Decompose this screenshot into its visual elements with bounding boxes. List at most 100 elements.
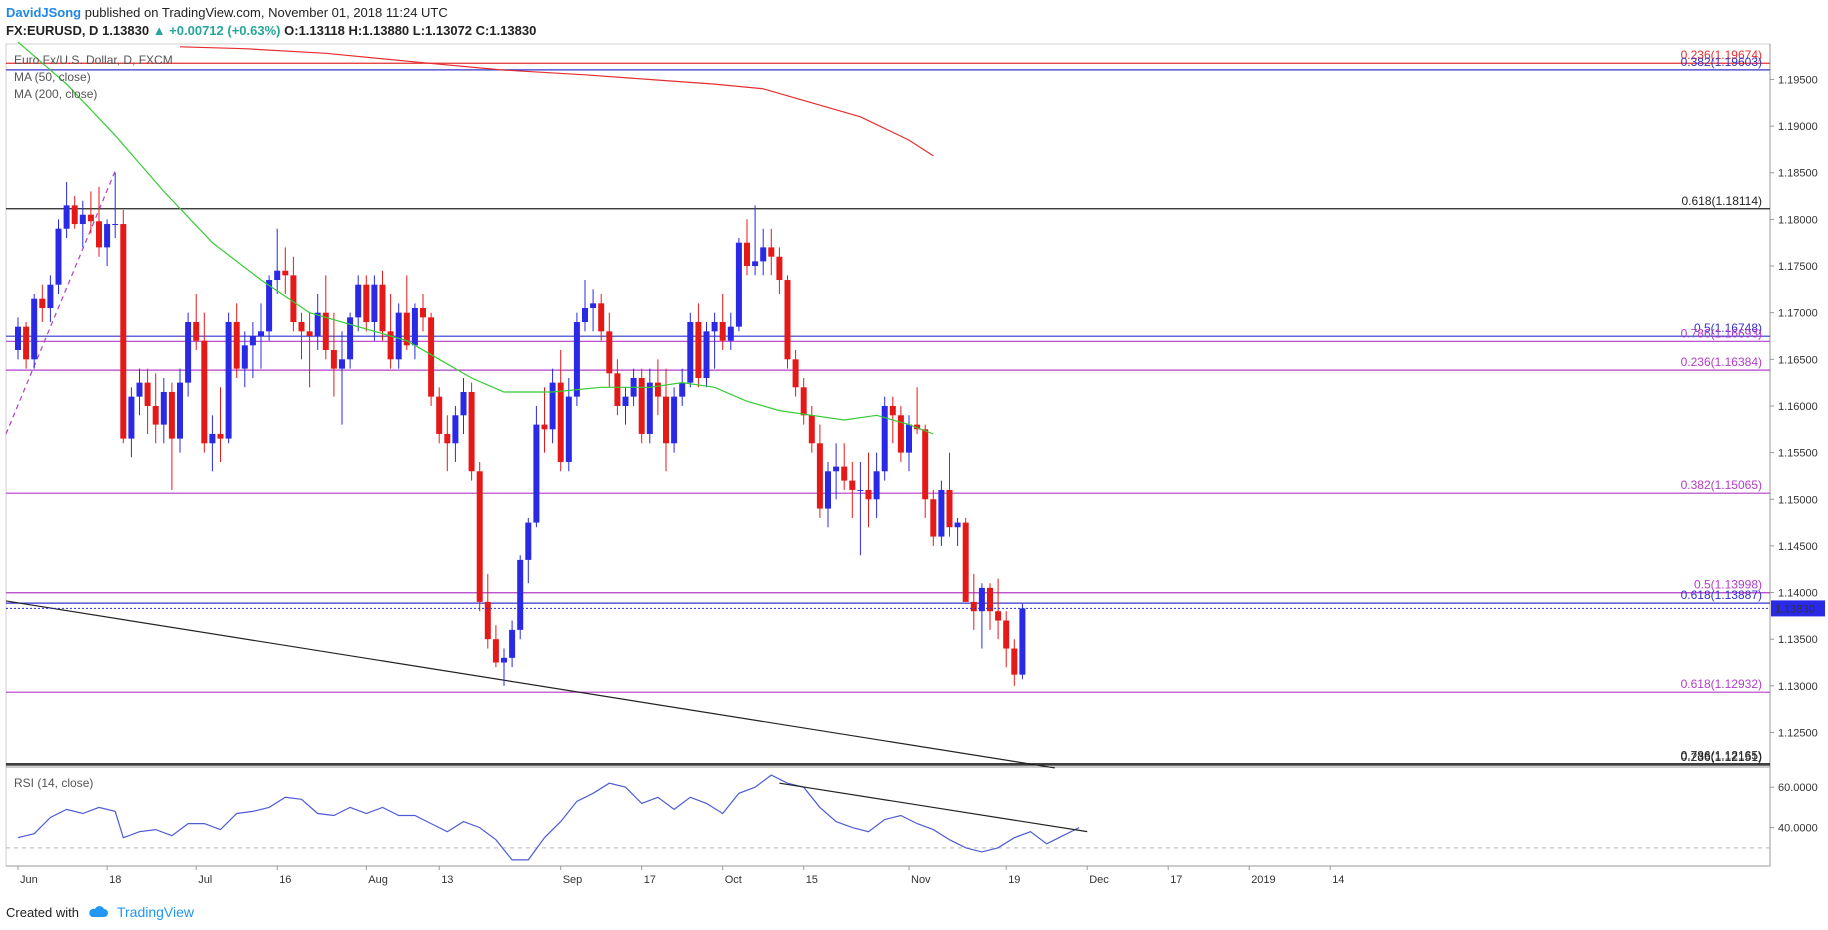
candle-body: [533, 424, 540, 523]
candle-body: [1011, 648, 1018, 675]
symbol-label: FX:EURUSD, D: [6, 23, 99, 38]
time-tick-label: 17: [644, 874, 656, 886]
candle-body: [752, 261, 759, 267]
current-price-box: [1771, 600, 1825, 617]
time-tick-label: Sep: [563, 874, 583, 886]
fib-label: 0.5(1.13998): [1694, 578, 1762, 592]
current-price-tag: 1.13830: [6, 600, 1825, 617]
price-tick-label: 1.16000: [1778, 401, 1818, 413]
candle-body: [906, 424, 912, 453]
candle-body: [622, 396, 629, 406]
candle-body: [663, 396, 669, 444]
fib-label: 0.236(1.12151): [1681, 750, 1762, 764]
candle-body: [509, 629, 516, 658]
candle-body: [914, 424, 921, 430]
price-tick-label: 1.14500: [1778, 541, 1818, 553]
candle-body: [47, 284, 54, 309]
candle-body: [646, 382, 653, 434]
legend-ma200: MA (200, close): [14, 87, 97, 101]
legend-rsi: RSI (14, close): [14, 776, 93, 790]
legend-ma50: MA (50, close): [14, 70, 91, 84]
candle-body: [177, 382, 183, 439]
candle-body: [970, 601, 977, 612]
tradingview-brand[interactable]: TradingView: [116, 904, 195, 920]
fib-label: 0.786(1.16693): [1681, 326, 1762, 340]
candle-body: [428, 317, 435, 397]
fib-label: 0.618(1.13887): [1681, 588, 1762, 602]
moving-averages: [17, 41, 934, 435]
candle-body: [468, 391, 475, 472]
candle-body: [420, 308, 426, 318]
candle-body: [792, 359, 799, 388]
candle-body: [55, 228, 62, 285]
fib-label: 0.786(1.12165): [1681, 749, 1762, 763]
candle-body: [760, 247, 767, 262]
candle-body: [63, 205, 70, 229]
symbol-row: FX:EURUSD, D 1.13830 ▲ +0.00712 (+0.63%)…: [6, 22, 536, 40]
candle-body: [954, 522, 961, 528]
candle-body: [395, 312, 402, 360]
candle-body: [922, 429, 929, 500]
time-tick-label: Jun: [20, 874, 38, 886]
candle-body: [225, 322, 232, 439]
candle-body: [679, 382, 686, 397]
rsi-tick-label: 40.0000: [1778, 823, 1818, 835]
published-info: published on TradingView.com, November 0…: [84, 5, 448, 20]
candle-body: [557, 382, 564, 462]
candle-body: [241, 345, 248, 369]
candle-body: [978, 587, 985, 612]
price-axis: 1.19500 1.19000 1.18500 1.18000 1.17500 1.170…: [1770, 74, 1818, 739]
price-tick-label: 1.19500: [1778, 74, 1818, 86]
candle-body: [492, 639, 499, 663]
candle-body: [865, 489, 872, 500]
candle-body: [152, 405, 159, 425]
rsi-tick-label: 60.0000: [1778, 782, 1818, 794]
trendline-main: [5, 600, 1055, 769]
candle-body: [881, 405, 888, 472]
candle-body: [687, 322, 694, 383]
candle-body: [938, 489, 945, 537]
author-name[interactable]: DavidJSong: [6, 5, 82, 20]
trendlines: [5, 170, 1055, 769]
candle-body: [744, 242, 750, 267]
candle-body: [266, 280, 273, 332]
candle-body: [549, 382, 556, 430]
price-tick-label: 1.18500: [1778, 168, 1818, 180]
candle-body: [136, 382, 143, 397]
price-tick-label: 1.15500: [1778, 448, 1818, 460]
candle-body: [160, 391, 167, 425]
candle-body: [484, 601, 491, 640]
candle-body: [1003, 620, 1010, 649]
time-tick-label: 2019: [1251, 874, 1275, 886]
candle-body: [573, 322, 580, 397]
candle-body: [808, 415, 815, 444]
candle-body: [355, 284, 362, 318]
candle-body: [987, 587, 993, 612]
candle-body: [711, 322, 718, 332]
candle-body: [784, 280, 791, 360]
time-tick-label: Aug: [368, 874, 388, 886]
candle-body: [71, 205, 78, 225]
candle-body: [501, 657, 507, 663]
candle-body: [282, 270, 289, 276]
candle-body: [233, 322, 240, 369]
candle-body: [833, 466, 840, 472]
candle-body: [104, 224, 111, 248]
candle-body: [776, 256, 783, 281]
candle-body: [825, 471, 831, 509]
candle-body: [614, 373, 621, 406]
candle-body: [403, 312, 410, 346]
candle-body: [87, 214, 94, 222]
price-tick-label: 1.12500: [1778, 727, 1818, 739]
candle-body: [476, 471, 483, 602]
candle-body: [930, 499, 937, 537]
fib-label: 0.236(1.19674): [1681, 48, 1762, 62]
trendline-dashed: [5, 170, 116, 435]
candle-body: [768, 247, 775, 257]
time-tick-label: 14: [1332, 874, 1344, 886]
candle-body: [249, 335, 256, 346]
time-tick-label: Jul: [198, 874, 212, 886]
candle-body: [735, 242, 742, 327]
candle-body: [387, 331, 394, 360]
